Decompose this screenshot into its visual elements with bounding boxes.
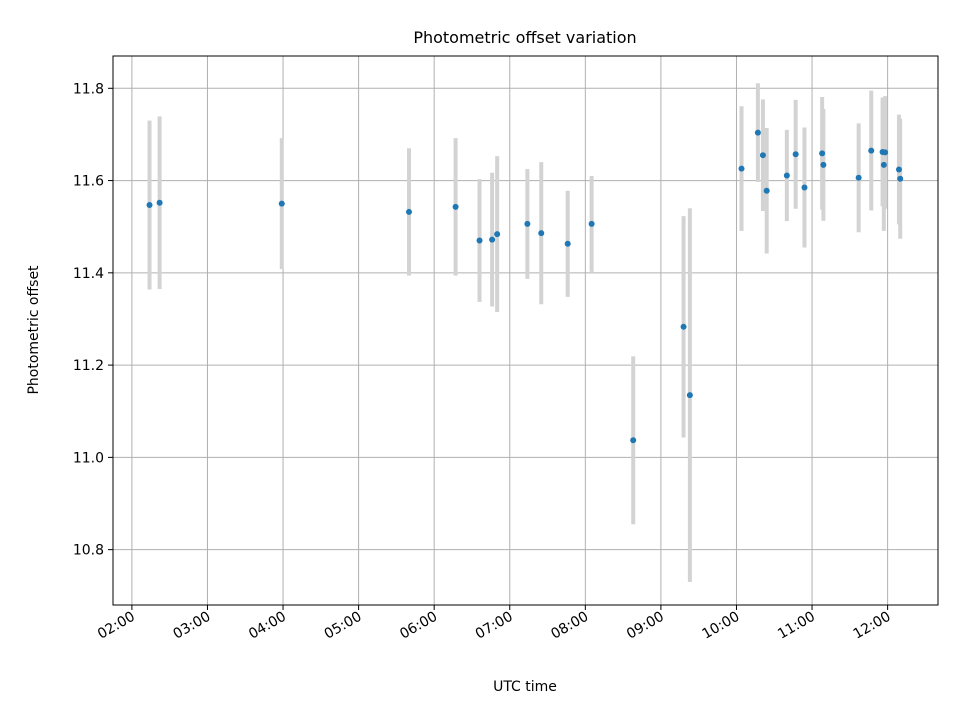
data-point xyxy=(630,437,637,444)
data-point xyxy=(146,202,153,209)
data-point xyxy=(738,165,745,172)
data-point xyxy=(895,166,902,173)
data-point xyxy=(538,230,545,237)
y-tick-label: 11.4 xyxy=(73,266,104,282)
data-point xyxy=(405,208,412,215)
data-point xyxy=(783,172,790,179)
y-tick-label: 10.8 xyxy=(73,543,104,559)
chart-title: Photometric offset variation xyxy=(413,28,636,47)
data-point xyxy=(686,392,693,399)
y-tick-label: 11.8 xyxy=(73,81,104,97)
plot-frame xyxy=(112,55,939,606)
data-point xyxy=(882,149,889,156)
y-tick-label: 11.2 xyxy=(73,358,104,374)
data-point xyxy=(855,174,862,181)
data-point xyxy=(680,323,687,330)
data-point xyxy=(494,231,501,238)
data-point xyxy=(588,220,595,227)
data-point xyxy=(801,184,808,191)
data-point xyxy=(763,187,770,194)
data-point xyxy=(820,161,827,168)
data-point xyxy=(564,240,571,247)
y-tick-label: 11.0 xyxy=(73,450,104,466)
y-tick-label: 11.6 xyxy=(73,174,104,190)
y-axis-label: Photometric offset xyxy=(26,265,42,395)
data-point xyxy=(880,161,887,168)
data-points xyxy=(146,129,904,444)
data-point xyxy=(897,175,904,182)
data-point xyxy=(156,199,163,206)
data-point xyxy=(476,237,483,244)
grid xyxy=(113,56,938,605)
data-point xyxy=(754,129,761,136)
data-point xyxy=(278,200,285,207)
data-point xyxy=(868,147,875,154)
data-point xyxy=(524,220,531,227)
data-point xyxy=(792,151,799,158)
data-point xyxy=(452,203,459,210)
data-point xyxy=(759,152,766,159)
data-point xyxy=(489,236,496,243)
x-axis-label: UTC time xyxy=(493,679,557,695)
data-point xyxy=(819,150,826,157)
